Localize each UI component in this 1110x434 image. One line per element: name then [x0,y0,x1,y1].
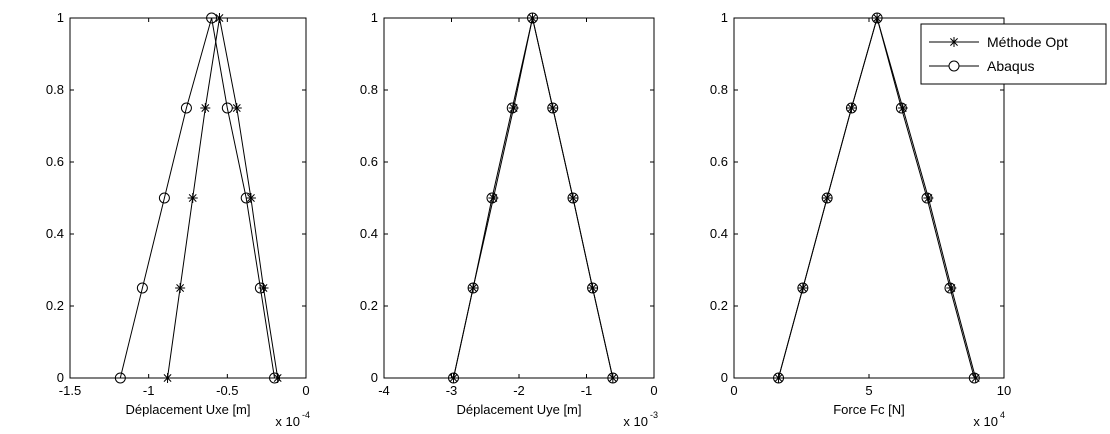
data-point-circle [845,102,857,114]
y-tick-label: 0.6 [46,154,64,169]
y-tick-label: 0.2 [710,298,728,313]
x-axis-multiplier-exponent: -4 [302,410,310,420]
x-tick-label: 10 [997,383,1011,398]
x-axis-multiplier: x 10 [973,414,998,429]
x-tick-label: 0 [730,383,737,398]
series-line [778,16,975,379]
x-axis-multiplier-exponent: 4 [1000,410,1005,420]
data-point-circle [221,102,233,114]
y-tick-label: 0 [721,370,728,385]
data-point-star [508,103,519,113]
y-tick-label: 0.4 [710,226,728,241]
chart-1: 0 0.2 0.4 0.6 0.8 1 -1.5 -1 -0.5 0 Déplacement Uxe… [46,10,310,429]
data-point-star [214,13,225,23]
data-point-circle [968,372,980,384]
y-tick-label: 0.6 [360,154,378,169]
data-point-circle [871,12,883,24]
y-tick-label: 0.8 [710,82,728,97]
legend-label: Méthode Opt [987,34,1068,50]
legend-box [920,23,1107,85]
data-point-star [970,373,981,383]
series-line [119,17,275,379]
data-point-circle [467,282,479,294]
y-tick-label: 1 [721,10,728,25]
data-point-circle [506,102,518,114]
x-tick-label: -3 [446,383,458,398]
data-point-star [231,103,242,113]
data-point-circle [158,192,170,204]
x-tick-label: 0 [302,383,309,398]
y-tick-label: 0.2 [46,298,64,313]
x-axis-label: Déplacement Uye [m] [457,402,582,417]
x-axis-multiplier-exponent: -3 [650,410,658,420]
data-point-star [200,103,211,113]
x-tick-label: -1 [143,383,155,398]
y-tick-label: 0.8 [46,82,64,97]
legend-marker-star [949,37,959,47]
y-tick-label: 1 [57,10,64,25]
data-point-star [897,103,908,113]
data-point-star [946,283,957,293]
plot-area [383,17,655,379]
legend-label: Abaqus [987,58,1034,74]
x-tick-label: -4 [378,383,390,398]
data-point-star [488,193,499,203]
data-point-star [923,193,934,203]
data-point-circle [269,372,281,384]
legend-marker-circle [948,60,960,72]
x-tick-label: 5 [865,383,872,398]
data-point-star [607,373,618,383]
x-axis-label: Déplacement Uxe [m] [126,402,251,417]
y-tick-label: 1 [371,10,378,25]
data-point-star [258,283,269,293]
data-point-star [175,283,186,293]
data-point-circle [921,192,933,204]
data-point-circle [254,282,266,294]
series-circle [114,12,281,384]
x-tick-label: -1.5 [59,383,81,398]
data-point-circle [797,282,809,294]
x-tick-label: -0.5 [216,383,238,398]
x-axis-multiplier: x 10 [623,414,648,429]
data-point-circle [240,192,252,204]
data-point-circle [547,102,559,114]
data-point-circle [821,192,833,204]
data-point-circle [448,372,460,384]
x-tick-label: -2 [513,383,525,398]
data-point-circle [114,372,126,384]
y-tick-label: 0 [371,370,378,385]
x-axis-multiplier: x 10 [275,414,300,429]
series-star [162,13,283,383]
data-point-circle [607,372,619,384]
x-axis-label: Force Fc [N] [833,402,905,417]
data-point-star [272,373,283,383]
x-tick-label: -1 [581,383,593,398]
data-point-star [162,373,173,383]
data-point-circle [206,12,218,24]
data-point-star [187,193,198,203]
data-point-circle [527,12,538,24]
series-circle [448,12,619,384]
y-tick-label: 0.2 [360,298,378,313]
data-point-circle [773,372,785,384]
y-tick-label: 0.4 [46,226,64,241]
data-point-circle [944,282,956,294]
series-line [453,17,614,379]
y-tick-label: 0 [57,370,64,385]
series-circle [773,12,980,384]
chart-2: 0 0.2 0.4 0.6 0.8 1 -4 -3 -2 -1 0 Déplacement Uye [… [360,10,658,429]
data-point-circle [587,282,599,294]
data-point-circle [136,282,148,294]
data-point-circle [180,102,192,114]
y-tick-label: 0.8 [360,82,378,97]
legend: Méthode Opt Abaqus [920,23,1107,85]
data-point-circle [486,192,498,204]
y-tick-label: 0.6 [710,154,728,169]
data-point-circle [895,102,907,114]
data-point-circle [567,192,579,204]
y-tick-label: 0.4 [360,226,378,241]
x-tick-label: 0 [650,383,657,398]
